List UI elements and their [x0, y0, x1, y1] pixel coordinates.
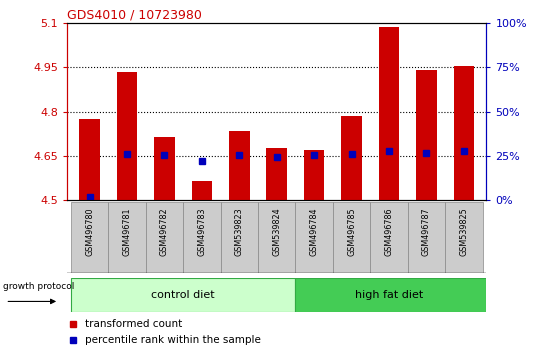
Bar: [146, 202, 183, 273]
Bar: [304, 150, 324, 200]
Text: GSM496784: GSM496784: [310, 207, 319, 256]
Text: GSM539823: GSM539823: [235, 207, 244, 256]
Bar: [154, 137, 175, 200]
Bar: [221, 202, 258, 273]
Bar: [370, 202, 408, 273]
Bar: [378, 27, 399, 200]
Text: GSM496782: GSM496782: [160, 207, 169, 256]
Bar: [71, 202, 108, 273]
Text: GSM539825: GSM539825: [459, 207, 468, 256]
Text: GSM496780: GSM496780: [85, 207, 94, 256]
Text: GSM496783: GSM496783: [197, 207, 206, 256]
Text: high fat diet: high fat diet: [355, 290, 423, 300]
Text: GDS4010 / 10723980: GDS4010 / 10723980: [67, 9, 202, 22]
Bar: [416, 70, 437, 200]
Text: transformed count: transformed count: [85, 319, 182, 329]
Bar: [408, 202, 445, 273]
Bar: [342, 116, 362, 200]
Bar: [108, 202, 146, 273]
Bar: [117, 72, 138, 200]
Text: GSM496786: GSM496786: [385, 207, 394, 256]
Bar: [229, 131, 249, 200]
Text: control diet: control diet: [151, 290, 215, 300]
Text: GSM496785: GSM496785: [347, 207, 356, 256]
Text: GSM539824: GSM539824: [272, 207, 281, 256]
Bar: [71, 278, 295, 312]
Bar: [333, 202, 370, 273]
Bar: [295, 202, 333, 273]
Text: percentile rank within the sample: percentile rank within the sample: [85, 335, 260, 345]
Text: GSM496787: GSM496787: [422, 207, 431, 256]
Bar: [267, 148, 287, 200]
Bar: [445, 202, 482, 273]
Text: GSM496781: GSM496781: [122, 207, 131, 256]
Bar: [192, 181, 212, 200]
Text: growth protocol: growth protocol: [3, 282, 74, 291]
Bar: [258, 202, 295, 273]
Bar: [79, 119, 100, 200]
Bar: [453, 66, 474, 200]
Bar: [183, 202, 221, 273]
Bar: [295, 278, 486, 312]
